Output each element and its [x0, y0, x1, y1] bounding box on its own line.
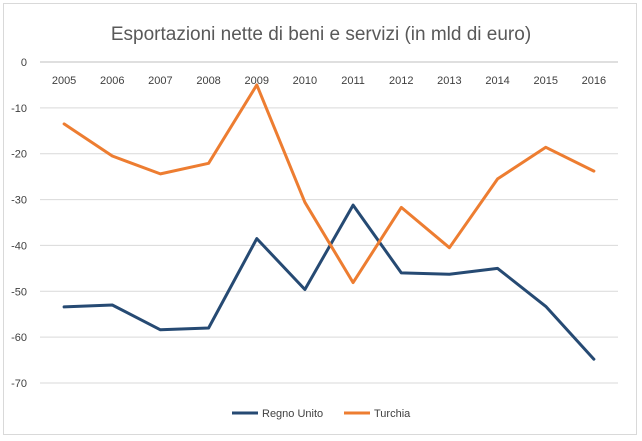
x-tick-label: 2016 [582, 75, 606, 87]
y-tick-label: -50 [11, 286, 27, 298]
x-tick-label: 2010 [293, 75, 317, 87]
x-tick-label: 2011 [341, 75, 365, 87]
y-tick-label: 0 [21, 57, 27, 69]
y-tick-label: -70 [11, 378, 27, 390]
x-tick-label: 2008 [196, 75, 220, 87]
series-lines [62, 83, 596, 361]
legend: Regno Unito Turchia [232, 408, 411, 420]
x-tick-label: 2013 [437, 75, 461, 87]
y-axis-ticks: 0 -10 -20 -30 -40 -50 -60 -70 [11, 57, 27, 390]
chart-frame [3, 3, 637, 435]
x-tick-label: 2005 [52, 75, 76, 87]
y-tick-label: -40 [11, 240, 27, 252]
x-axis-ticks: 2005 2006 2007 2008 2009 2010 2011 2012 2013 2014… [52, 75, 606, 87]
series-line-regno-unito [62, 203, 596, 361]
x-tick-label: 2007 [148, 75, 172, 87]
x-tick-label: 2015 [534, 75, 558, 87]
chart-title: Esportazioni nette di beni e servizi (in… [111, 24, 531, 45]
gridlines [40, 61, 618, 384]
x-tick-label: 2014 [485, 75, 509, 87]
x-tick-label: 2012 [389, 75, 413, 87]
x-tick-label: 2006 [100, 75, 124, 87]
series-line-turchia [62, 83, 596, 285]
legend-label-turchia: Turchia [374, 408, 411, 420]
x-tick-label: 2009 [245, 75, 269, 87]
y-tick-label: -30 [11, 195, 27, 207]
legend-label-regno-unito: Regno Unito [262, 408, 323, 420]
y-tick-label: -60 [11, 332, 27, 344]
y-tick-label: -10 [11, 103, 27, 115]
y-tick-label: -20 [11, 149, 27, 161]
